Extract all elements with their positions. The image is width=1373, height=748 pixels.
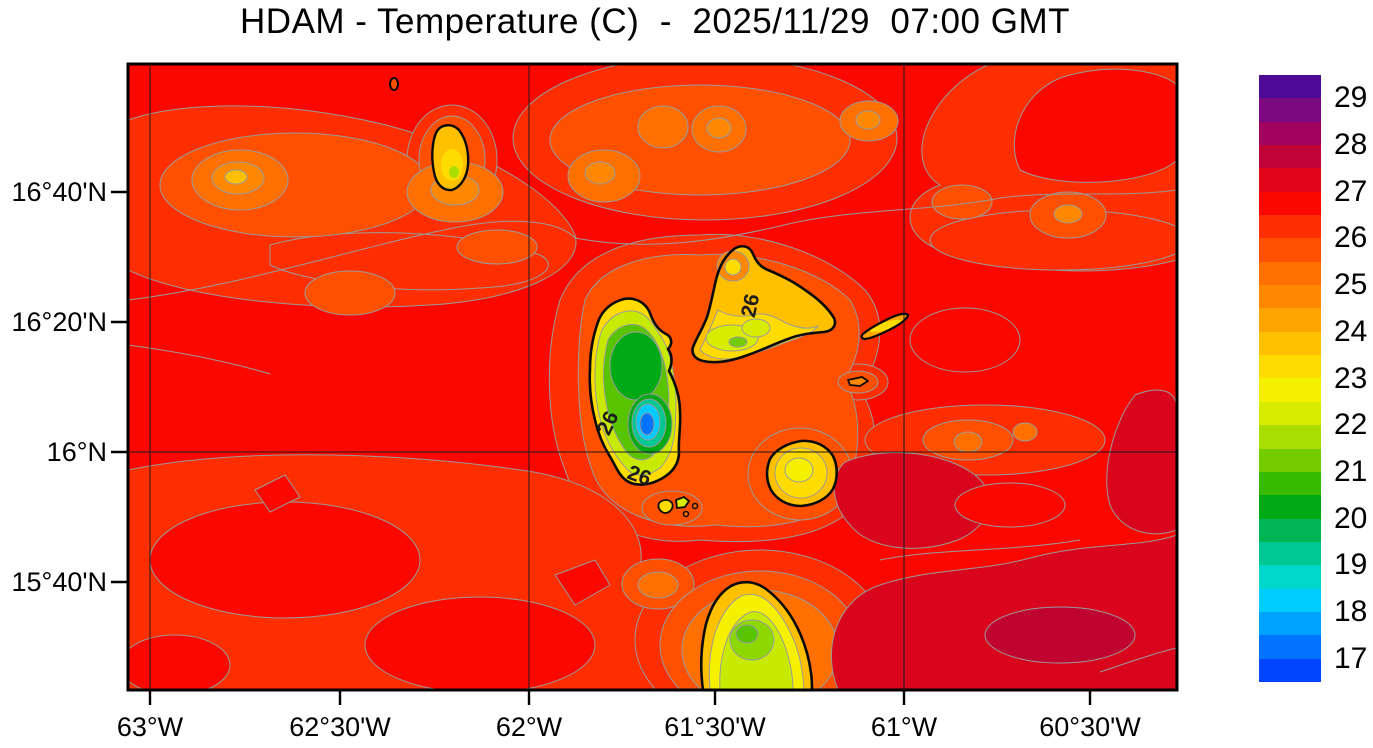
colorbar-tick-label: 17 [1334, 641, 1368, 675]
colorbar-band [1259, 308, 1321, 332]
colorbar-band [1259, 121, 1321, 146]
colorbar-band [1259, 261, 1321, 286]
colorbar-band [1259, 611, 1321, 636]
colorbar-tick-label: 18 [1334, 594, 1368, 628]
colorbar-band [1259, 191, 1321, 216]
colorbar-band [1259, 285, 1321, 309]
chart-title: HDAM - Temperature (C) - 2025/11/29 07:0… [240, 2, 1070, 41]
y-tick-label: 15°40'N [11, 567, 107, 597]
y-tick-label: 16°40'N [11, 177, 107, 207]
colorbar-band [1259, 471, 1321, 496]
colorbar-tick-label: 28 [1334, 128, 1368, 162]
colorbar-tick-label: 21 [1334, 454, 1368, 488]
colorbar-band [1259, 425, 1321, 449]
colorbar-tick-label: 20 [1334, 501, 1368, 535]
temperature-field [128, 64, 1177, 690]
y-tick-label: 16°N [46, 437, 107, 467]
island-grande-terre [691, 244, 837, 364]
colorbar-band [1259, 518, 1321, 542]
colorbar-tick-label: 29 [1334, 81, 1368, 115]
colorbar-band [1259, 331, 1321, 356]
x-tick-label: 61°W [870, 712, 938, 742]
colorbar [1259, 75, 1321, 682]
islets-les-saintes [657, 495, 699, 518]
island-la-desirade [860, 312, 910, 341]
colorbar-band [1259, 98, 1321, 122]
islets-petite-terre [847, 376, 869, 387]
colorbar-tick-label: 22 [1334, 408, 1368, 442]
colorbar-tick-label: 19 [1334, 548, 1368, 582]
islet-redonda [389, 77, 399, 91]
colorbar-band [1259, 565, 1321, 589]
colorbar-band [1259, 541, 1321, 566]
x-tick-label: 62°W [495, 712, 563, 742]
colorbar-band [1259, 355, 1321, 379]
colorbar-band [1259, 215, 1321, 239]
x-tick-label: 63°W [116, 712, 184, 742]
map-frame [126, 62, 1179, 692]
colorbar-band [1259, 658, 1321, 682]
colorbar-band [1259, 238, 1321, 262]
colorbar-band [1259, 401, 1321, 426]
colorbar-band [1259, 378, 1321, 402]
colorbar-band [1259, 495, 1321, 519]
colorbar-band [1259, 635, 1321, 659]
colorbar-tick-label: 23 [1334, 361, 1368, 395]
colorbar-band [1259, 75, 1321, 99]
island-basse-terre [588, 297, 682, 486]
y-tick-label: 16°20'N [11, 307, 107, 337]
colorbar-band [1259, 145, 1321, 169]
contour-label: 26 [737, 292, 764, 320]
colorbar-tick-label: 24 [1334, 314, 1368, 348]
colorbar-tick-label: 27 [1334, 174, 1368, 208]
colorbar-tick-label: 26 [1334, 221, 1368, 255]
colorbar-band [1259, 448, 1321, 472]
colorbar-band [1259, 168, 1321, 192]
island-montserrat [431, 124, 470, 192]
colorbar-band [1259, 588, 1321, 612]
x-tick-label: 62°30'W [289, 712, 391, 742]
colorbar-tick-label: 25 [1334, 268, 1368, 302]
x-tick-label: 61°30'W [664, 712, 766, 742]
island-dominica [700, 580, 814, 690]
grid-lines [128, 64, 1177, 690]
island-marie-galante [765, 439, 839, 508]
x-tick-label: 60°30'W [1039, 712, 1141, 742]
axis-ticks [111, 190, 1092, 705]
